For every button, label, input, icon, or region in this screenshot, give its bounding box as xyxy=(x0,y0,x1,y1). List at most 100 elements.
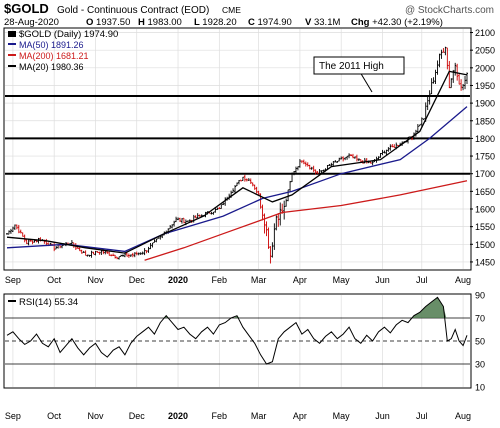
price-bar-48 xyxy=(100,249,103,255)
price-bar-171 xyxy=(342,156,345,162)
price-bar-153 xyxy=(306,162,309,167)
price-bar-229 xyxy=(456,63,459,81)
price-bar-178 xyxy=(355,154,358,162)
price-bar-193 xyxy=(385,149,388,156)
price-bar-225 xyxy=(448,61,451,89)
price-bar-69 xyxy=(141,251,144,255)
price-bar-139 xyxy=(279,202,282,226)
rsi-xtick-aug: Aug xyxy=(455,411,471,421)
price-bar-137 xyxy=(275,215,278,231)
price-bar-194 xyxy=(387,147,390,152)
price-bar-45 xyxy=(94,250,97,256)
rsi-xtick-2020: 2020 xyxy=(168,411,188,421)
price-bar-168 xyxy=(336,160,339,163)
price-xtick-jun: Jun xyxy=(375,275,390,285)
rsi-xtick-nov: Nov xyxy=(87,411,104,421)
price-bar-72 xyxy=(147,246,150,253)
quote-chg: Chg +42.30 (+2.19%) xyxy=(351,17,443,28)
price-bar-50 xyxy=(104,251,107,255)
price-legend: $GOLD (Daily) 1974.90 MA(50) 1891.26 MA(… xyxy=(8,29,118,72)
exchange-label: CME xyxy=(222,5,241,15)
price-bar-144 xyxy=(289,180,292,192)
rsi-tick-30: 30 xyxy=(475,360,485,370)
price-bar-125 xyxy=(251,182,254,187)
price-bar-85 xyxy=(173,220,176,227)
price-xtick-mar: Mar xyxy=(251,275,267,285)
price-bar-56 xyxy=(116,256,119,260)
price-bar-111 xyxy=(224,197,227,206)
price-xtick-sep: Sep xyxy=(5,275,21,285)
price-bar-115 xyxy=(232,188,235,193)
price-bar-96 xyxy=(194,215,197,219)
price-bar-86 xyxy=(175,216,178,223)
price-tick-1900: 1900 xyxy=(475,99,495,109)
price-bar-92 xyxy=(186,220,189,223)
price-bar-136 xyxy=(273,223,276,250)
price-bar-6 xyxy=(17,224,20,234)
rsi-fill-1 xyxy=(234,315,240,318)
callout-2011-high: The 2011 High xyxy=(313,56,405,93)
price-bar-191 xyxy=(381,149,384,156)
resistance-lines xyxy=(5,95,470,175)
price-tick-1950: 1950 xyxy=(475,81,495,91)
price-bar-89 xyxy=(180,218,183,224)
price-tick-1700: 1700 xyxy=(475,169,495,179)
price-bar-84 xyxy=(171,224,174,229)
price-bar-7 xyxy=(19,229,22,234)
price-bar-228 xyxy=(454,62,457,76)
ma200-line xyxy=(144,180,468,261)
price-bar-218 xyxy=(434,69,437,85)
price-bar-195 xyxy=(389,144,392,151)
rsi-tick-90: 90 xyxy=(475,291,485,301)
rsi-tick-10: 10 xyxy=(475,383,485,393)
price-bar-166 xyxy=(332,161,335,166)
price-xtick-feb: Feb xyxy=(212,275,228,285)
price-bar-64 xyxy=(131,252,134,258)
price-bar-90 xyxy=(182,217,185,224)
price-tick-2000: 2000 xyxy=(475,63,495,73)
price-bar-196 xyxy=(391,144,394,148)
price-tick-1750: 1750 xyxy=(475,152,495,162)
price-bar-233 xyxy=(464,76,467,90)
rsi-date-axis: Sep Oct Nov Dec 2020 Feb Mar Apr May Jun Jul Aug xyxy=(5,411,471,421)
price-bar-169 xyxy=(338,157,341,162)
price-bar-122 xyxy=(245,178,248,182)
price-bar-41 xyxy=(86,254,89,257)
price-bar-147 xyxy=(294,166,297,174)
price-bar-39 xyxy=(82,250,85,253)
price-bar-223 xyxy=(444,46,447,56)
quote-c: C 1974.90 xyxy=(248,17,292,28)
price-bar-46 xyxy=(96,251,99,253)
price-bar-128 xyxy=(257,190,260,195)
price-bar-190 xyxy=(379,152,382,158)
price-bar-197 xyxy=(393,144,396,149)
price-bar-135 xyxy=(271,242,274,258)
price-bar-65 xyxy=(133,252,136,258)
price-bar-40 xyxy=(84,250,87,256)
price-bar-127 xyxy=(255,186,258,194)
symbol-title: $GOLD xyxy=(4,1,49,16)
price-bar-134 xyxy=(269,246,272,264)
price-bar-8 xyxy=(21,232,24,237)
price-bar-123 xyxy=(247,178,250,181)
price-xtick-2020: 2020 xyxy=(168,275,188,285)
price-bar-175 xyxy=(350,153,353,157)
quote-v: V 33.1M xyxy=(305,17,340,28)
price-bar-192 xyxy=(383,150,386,154)
price-bar-151 xyxy=(302,159,305,165)
price-bar-120 xyxy=(241,176,244,181)
price-bar-87 xyxy=(177,217,180,221)
quote-date: 28-Aug-2020 xyxy=(4,17,59,28)
price-bar-148 xyxy=(296,166,299,171)
price-bar-110 xyxy=(222,202,225,206)
price-bar-133 xyxy=(267,227,270,249)
price-bar-118 xyxy=(237,180,240,185)
price-bar-230 xyxy=(458,73,461,85)
price-bar-53 xyxy=(110,254,113,257)
price-bar-116 xyxy=(234,184,237,194)
quote-row: O 1937.50 H 1983.00 L 1928.20 C 1974.90 V 33… xyxy=(86,17,443,28)
price-bar-131 xyxy=(263,213,266,234)
price-bar-149 xyxy=(298,159,301,168)
price-bar-174 xyxy=(348,153,351,159)
callout-text: The 2011 High xyxy=(319,61,384,72)
